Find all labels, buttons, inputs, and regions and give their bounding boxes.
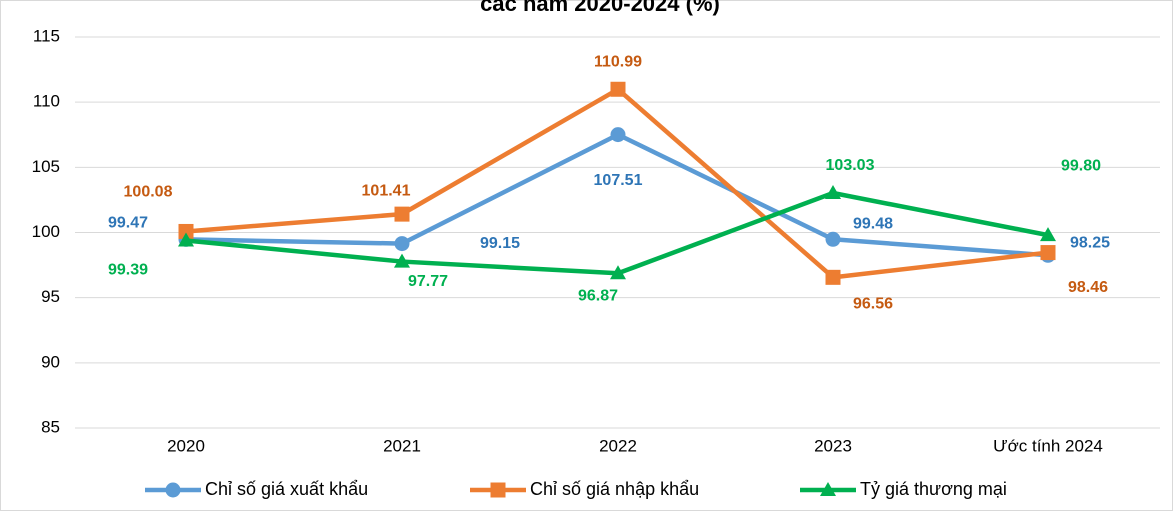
data-label: 99.47: [108, 215, 148, 232]
data-label: 100.08: [124, 184, 173, 201]
y-tick-label: 100: [32, 222, 60, 241]
legend-label: Chỉ số giá xuất khẩu: [205, 479, 368, 499]
y-tick-label: 105: [32, 157, 60, 176]
data-label: 103.03: [826, 157, 875, 174]
y-tick-label: 85: [41, 417, 60, 436]
legend-marker: [165, 482, 181, 498]
data-label: 97.77: [408, 273, 448, 290]
y-tick-label: 110: [33, 92, 60, 111]
x-tick-label: Ước tính 2024: [993, 436, 1103, 455]
data-point: [610, 81, 626, 97]
data-point: [178, 232, 194, 247]
y-tick-label: 95: [41, 287, 60, 306]
legend-label: Chỉ số giá nhập khẩu: [530, 479, 699, 499]
x-tick-label: 2022: [599, 436, 637, 455]
legend-marker: [490, 482, 506, 498]
data-point: [394, 236, 410, 252]
data-label: 99.15: [480, 235, 520, 252]
data-label: 96.56: [853, 296, 893, 313]
legend-label: Tỷ giá thương mại: [860, 479, 1007, 499]
y-tick-label: 115: [33, 26, 60, 45]
data-label: 99.48: [853, 215, 893, 232]
x-tick-label: 2020: [167, 436, 205, 455]
data-point: [825, 269, 841, 285]
data-label: 107.51: [594, 172, 643, 189]
data-point: [178, 223, 194, 239]
data-label: 98.46: [1068, 279, 1108, 296]
data-point: [394, 206, 410, 222]
data-point: [394, 253, 410, 268]
data-label: 110.99: [594, 53, 642, 70]
data-label: 99.80: [1061, 157, 1101, 174]
x-tick-label: 2021: [383, 436, 421, 455]
data-point: [825, 231, 841, 247]
data-point: [1040, 245, 1056, 261]
data-label: 98.25: [1070, 235, 1110, 252]
data-label: 99.39: [108, 262, 148, 279]
x-tick-label: 2023: [814, 436, 852, 455]
legend-marker: [820, 482, 836, 496]
chart-title: các năm 2020-2024 (%): [480, 0, 720, 16]
y-tick-label: 90: [41, 352, 60, 371]
data-label: 96.87: [578, 288, 618, 305]
data-point: [1040, 227, 1056, 242]
data-label: 101.41: [362, 182, 411, 199]
data-point: [610, 127, 626, 143]
data-point: [610, 265, 626, 280]
data-point: [825, 185, 841, 200]
